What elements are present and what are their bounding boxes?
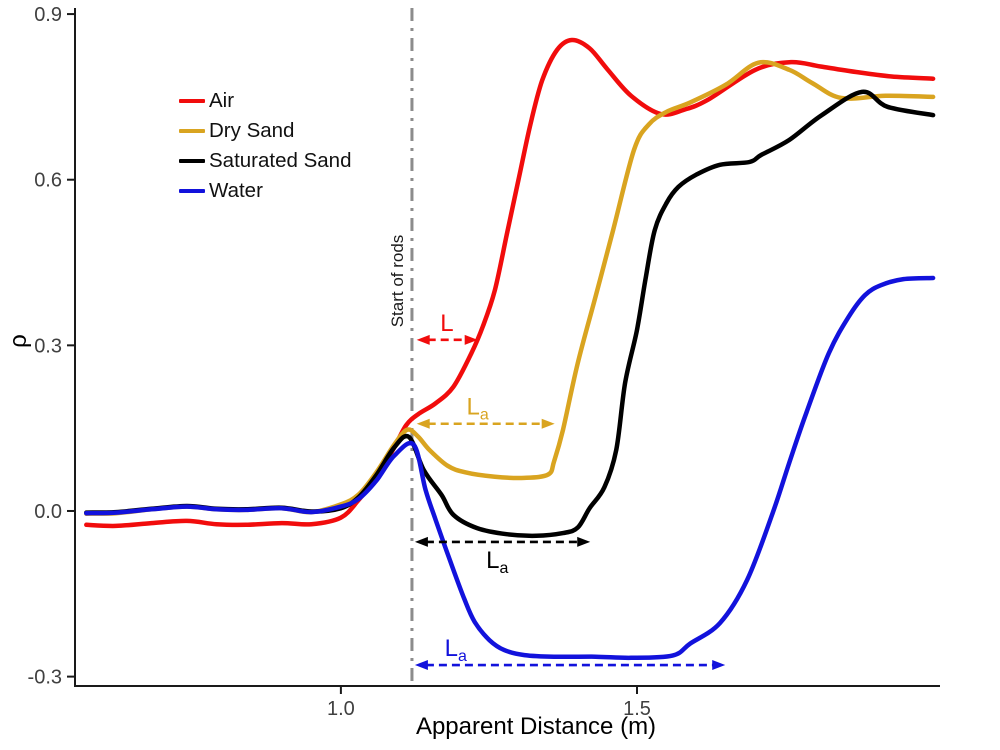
arrow-label: L xyxy=(440,310,453,337)
legend-label-saturated-sand: Saturated Sand xyxy=(209,148,352,172)
legend-item-dry-sand: Dry Sand xyxy=(179,116,351,146)
x-axis-ticks: 1.0 1.5 xyxy=(327,686,651,720)
arrow-la-a: La xyxy=(414,536,591,577)
x-tick-label: 1.5 xyxy=(623,698,651,720)
arrow-label: La xyxy=(445,635,467,665)
x-tick-label: 1.0 xyxy=(327,698,355,720)
arrow-l-l: L xyxy=(416,310,478,345)
legend-label-dry-sand: Dry Sand xyxy=(209,118,295,142)
series-line-water xyxy=(84,275,936,661)
y-tick-label: 0.6 xyxy=(34,170,62,192)
series-line-air xyxy=(84,37,936,529)
y-tick-label: 0.3 xyxy=(34,335,62,357)
y-axis-title: ρ xyxy=(5,334,32,348)
arrow-la-a: La xyxy=(416,394,555,429)
legend: Air Dry Sand Saturated Sand Water xyxy=(179,86,351,206)
dry-sand-line-swatch xyxy=(179,128,205,134)
y-tick-label: 0.0 xyxy=(34,501,62,523)
legend-label-air: Air xyxy=(209,88,235,112)
legend-item-saturated-sand: Saturated Sand xyxy=(179,146,351,176)
saturated-sand-line-swatch xyxy=(179,158,205,164)
water-line-swatch xyxy=(179,188,205,194)
y-axis-ticks: 0.9 0.6 0.3 0.0 -0.3 xyxy=(28,4,75,689)
start-of-rods-label: Start of rods xyxy=(388,234,407,328)
arrow-label: La xyxy=(467,394,489,424)
axis-lines xyxy=(74,8,940,687)
legend-label-water: Water xyxy=(209,178,263,202)
legend-item-air: Air xyxy=(179,86,351,116)
x-axis-title: Apparent Distance (m) xyxy=(415,713,657,740)
air-line-swatch xyxy=(179,98,205,104)
arrow-label: La xyxy=(486,547,508,577)
legend-item-water: Water xyxy=(179,176,351,206)
y-tick-label: 0.9 xyxy=(34,4,62,26)
y-tick-label: -0.3 xyxy=(28,667,62,689)
